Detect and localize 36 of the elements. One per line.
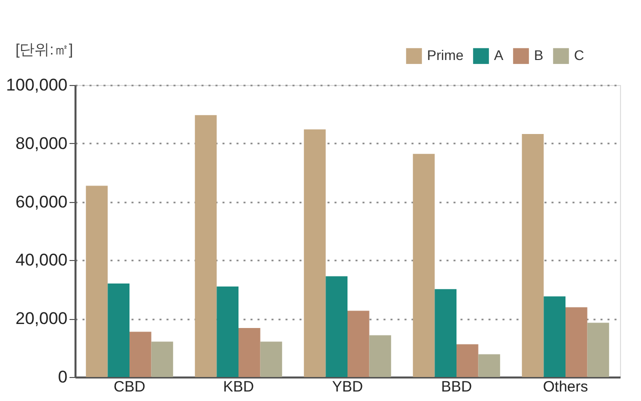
bar: [130, 332, 152, 377]
bar: [412, 154, 435, 377]
bar: [108, 284, 130, 377]
bar: [304, 129, 326, 377]
bar: [260, 342, 282, 377]
x-tick-label: BBD: [441, 378, 472, 396]
legend-label: A: [494, 47, 504, 64]
y-tick-label: 40,000: [16, 250, 68, 270]
y-tick-label: 100,000: [6, 76, 68, 94]
bar: [326, 276, 348, 377]
bar: [522, 134, 544, 377]
y-tick-label: 20,000: [16, 309, 68, 328]
x-tick-label: CBD: [114, 378, 146, 396]
legend-label: Prime: [427, 47, 464, 64]
bar: [587, 322, 610, 377]
legend-label: C: [574, 47, 584, 64]
bar: [566, 307, 588, 377]
bar: [369, 335, 392, 377]
x-tick-label: YBD: [332, 378, 364, 396]
bar: [194, 115, 217, 377]
y-tick-label: 0: [58, 368, 68, 386]
bar: [544, 296, 566, 377]
bar: [86, 186, 108, 377]
bar: [216, 286, 238, 377]
legend-label: B: [534, 47, 544, 64]
bar: [238, 328, 260, 377]
bar: [151, 342, 174, 377]
y-tick-label: 80,000: [16, 134, 68, 153]
bar: [434, 289, 456, 377]
y-axis-title: [단위:㎡]: [16, 42, 74, 58]
bar: [478, 354, 500, 377]
bar: [348, 310, 370, 377]
x-tick-label: Others: [542, 378, 588, 396]
bar: [456, 344, 478, 377]
x-tick-label: KBD: [223, 378, 254, 396]
y-tick-label: 60,000: [16, 192, 68, 212]
